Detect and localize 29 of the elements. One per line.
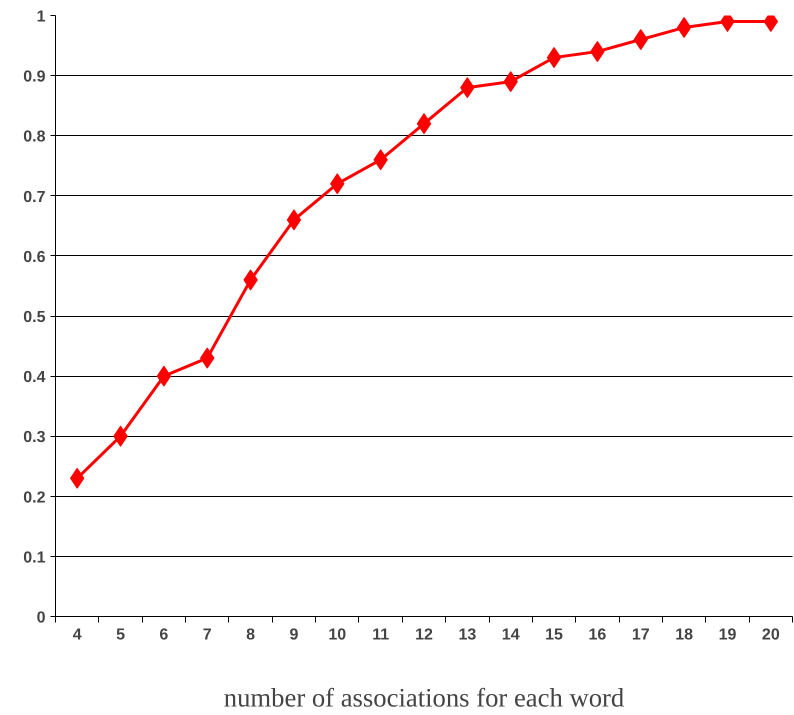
y-tick-label: 0.1 (23, 549, 46, 566)
y-tick-label: 0.9 (23, 68, 46, 86)
x-tick-label: 11 (372, 626, 390, 644)
x-axis-title: number of associations for each word (224, 682, 624, 712)
x-tick-label: 20 (762, 626, 780, 644)
x-tick-label: 7 (202, 626, 212, 644)
x-tick-label: 12 (415, 626, 433, 644)
y-tick-label: 0.7 (23, 188, 46, 206)
y-tick-label: 0.3 (23, 429, 46, 446)
x-tick-label: 13 (458, 626, 476, 644)
x-tick-label: 19 (718, 626, 736, 644)
x-tick-label: 4 (72, 626, 82, 644)
x-tick-label: 18 (675, 626, 694, 644)
x-tick-label: 6 (159, 626, 168, 644)
x-tick-label: 8 (246, 626, 256, 644)
x-tick-label: 16 (588, 626, 606, 644)
y-tick-label: 0.4 (23, 369, 46, 386)
y-tick-label: 0.6 (23, 248, 46, 266)
x-tick-label: 17 (632, 626, 650, 644)
y-tick-label: 0 (36, 610, 46, 626)
x-tick-label: 5 (116, 626, 126, 644)
x-tick-label: 10 (328, 626, 346, 644)
y-tick-label: 1 (36, 8, 46, 26)
y-tick-label: 0.8 (23, 128, 46, 146)
y-tick-label: 0.5 (23, 309, 46, 326)
y-tick-label: 0.2 (23, 489, 46, 506)
x-tick-label: 15 (545, 626, 564, 644)
x-tick-label: 14 (502, 626, 520, 644)
x-tick-label: 9 (289, 626, 298, 644)
